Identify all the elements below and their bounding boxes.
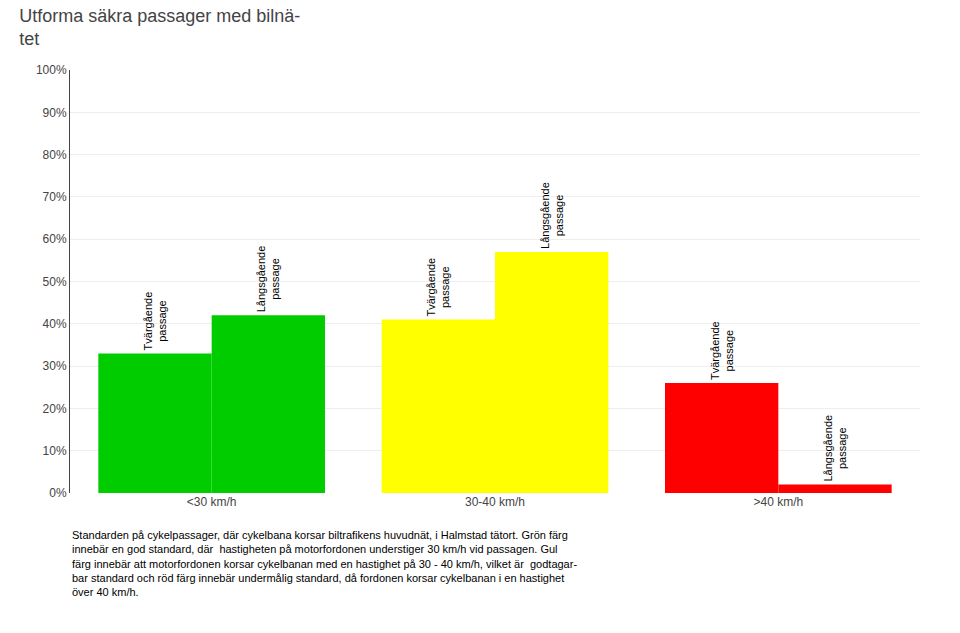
svg-text:30-40 km/h: 30-40 km/h (465, 495, 525, 509)
svg-text:Långsgåendepassage: Långsgåendepassage (822, 415, 848, 482)
svg-text:10%: 10% (43, 444, 67, 458)
svg-text:>40 km/h: >40 km/h (753, 495, 803, 509)
svg-text:30%: 30% (43, 359, 67, 373)
svg-text:Standarden på cykelpassager, d: Standarden på cykelpassager, där cykelba… (72, 529, 577, 598)
svg-text:80%: 80% (43, 148, 67, 162)
svg-text:Utforma säkra passager med bil: Utforma säkra passager med bilnä-tet (19, 6, 300, 49)
svg-text:<30 km/h: <30 km/h (187, 495, 237, 509)
svg-text:50%: 50% (43, 275, 67, 289)
svg-text:90%: 90% (43, 106, 67, 120)
svg-text:20%: 20% (43, 402, 67, 416)
svg-text:70%: 70% (43, 190, 67, 204)
svg-text:Långsgåendepassage: Långsgåendepassage (539, 182, 565, 249)
svg-text:0%: 0% (49, 486, 67, 500)
svg-text:40%: 40% (43, 317, 67, 331)
svg-text:Tvärgåendepassage: Tvärgåendepassage (425, 258, 451, 317)
svg-text:Tvärgåendepassage: Tvärgåendepassage (709, 321, 735, 380)
svg-text:60%: 60% (43, 232, 67, 246)
svg-text:Tvärgåendepassage: Tvärgåendepassage (142, 292, 168, 351)
svg-text:Långsgåendepassage: Långsgåendepassage (255, 246, 281, 313)
svg-text:100%: 100% (36, 63, 67, 77)
